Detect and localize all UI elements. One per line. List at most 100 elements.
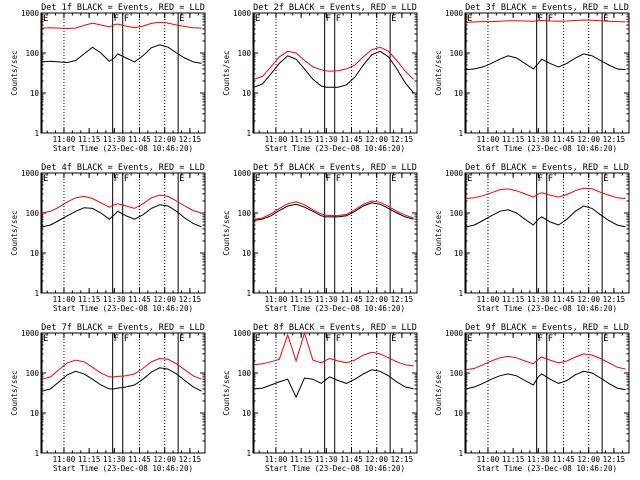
chart-panel-9: Det 9f BLACK = Events, RED = LLD 1 10 100 10…: [434, 323, 630, 473]
x-tick-label: 11:00: [265, 135, 288, 144]
x-tick-label: 12:15: [391, 455, 414, 464]
x-tick-label: 12:00: [365, 135, 388, 144]
x-tick-label: 11:00: [265, 455, 288, 464]
x-tick-label: 12:15: [603, 455, 626, 464]
x-tick-label: 11:30: [527, 135, 550, 144]
y-axis-label: Counts/sec: [222, 50, 231, 95]
x-tick-label: 11:45: [552, 455, 575, 464]
x-tick-label: 11:15: [502, 295, 525, 304]
y-tick-label: 1000: [233, 329, 252, 338]
x-tick-label: 12:15: [179, 455, 202, 464]
x-tick-label: 12:00: [577, 295, 600, 304]
x-tick-label: 11:15: [290, 455, 313, 464]
x-tick-label: 11:30: [527, 295, 550, 304]
marker-label-E: E: [255, 14, 260, 24]
x-tick-label: 12:15: [179, 295, 202, 304]
series-line-black-events: [253, 50, 414, 94]
chart-panel-8: Det 8f BLACK = Events, RED = LLD 1 10 100 10…: [222, 323, 418, 473]
marker-label-E: E: [43, 14, 48, 24]
y-tick-label: 10: [30, 89, 40, 98]
y-tick-label: 1: [34, 449, 39, 458]
chart-title: Det 8f BLACK = Events, RED = LLD: [253, 323, 417, 333]
chart-panel-4: Det 4f BLACK = Events, RED = LLD 1 10 100 10…: [10, 163, 206, 313]
x-tick-label: 12:00: [577, 455, 600, 464]
y-tick-label: 100: [237, 49, 251, 58]
series-line-red-lld: [466, 19, 626, 23]
chart-title: Det 2f BLACK = Events, RED = LLD: [253, 3, 417, 13]
series-line-black-events: [42, 44, 202, 64]
y-tick-label: 10: [242, 249, 252, 258]
y-tick-label: 1: [458, 129, 463, 138]
x-tick-label: 11:00: [477, 135, 500, 144]
x-tick-label: 12:00: [577, 135, 600, 144]
marker-label-F: F: [124, 174, 129, 184]
series-line-black-events: [41, 204, 202, 228]
x-tick-label: 11:30: [103, 295, 126, 304]
x-axis-label: Start Time (23-Dec-08 10:46:20): [53, 304, 193, 313]
x-tick-label: 11:30: [103, 135, 126, 144]
marker-label-F: F: [326, 174, 331, 184]
x-tick-label: 12:15: [391, 135, 414, 144]
marker-label-F: F: [124, 334, 129, 344]
x-axis-label: Start Time (23-Dec-08 10:46:20): [265, 304, 405, 313]
x-tick-label: 12:00: [365, 295, 388, 304]
marker-label-E: E: [179, 14, 184, 24]
y-axis-label: Counts/sec: [434, 50, 443, 95]
y-tick-label: 1: [246, 449, 251, 458]
chart-title: Det 5f BLACK = Events, RED = LLD: [253, 163, 417, 173]
marker-label-F: F: [538, 174, 543, 184]
marker-label-E: E: [255, 334, 260, 344]
y-tick-label: 10: [242, 409, 252, 418]
series-line-black-events: [254, 202, 414, 221]
y-axis-label: Counts/sec: [222, 210, 231, 255]
chart-panel-7: Det 7f BLACK = Events, RED = LLD 1 10 100 10…: [10, 323, 206, 473]
marker-label-E: E: [43, 174, 48, 184]
y-tick-label: 1000: [233, 169, 252, 178]
x-tick-label: 12:00: [153, 295, 176, 304]
marker-label-F: F: [326, 14, 331, 24]
y-axis-label: Counts/sec: [10, 370, 19, 415]
y-tick-label: 1000: [21, 169, 40, 178]
chart-title: Det 7f BLACK = Events, RED = LLD: [41, 323, 205, 333]
x-tick-label: 11:15: [78, 135, 101, 144]
marker-label-F: F: [326, 334, 331, 344]
y-tick-label: 10: [30, 249, 40, 258]
x-tick-label: 11:15: [502, 135, 525, 144]
marker-label-F: F: [114, 174, 119, 184]
y-tick-label: 1: [246, 129, 251, 138]
series-line-red-lld: [42, 21, 202, 30]
x-axis-label: Start Time (23-Dec-08 10:46:20): [477, 464, 617, 473]
x-tick-label: 11:30: [315, 135, 338, 144]
x-tick-label: 12:15: [603, 135, 626, 144]
series-line-red-lld: [466, 187, 626, 199]
x-axis-label: Start Time (23-Dec-08 10:46:20): [265, 144, 405, 153]
x-tick-label: 11:45: [340, 455, 363, 464]
y-tick-label: 1000: [233, 9, 252, 18]
y-tick-label: 1000: [445, 9, 464, 18]
x-tick-label: 12:00: [153, 455, 176, 464]
x-tick-label: 11:00: [477, 455, 500, 464]
y-tick-label: 1000: [21, 9, 40, 18]
marker-label-F: F: [336, 334, 341, 344]
y-tick-label: 10: [242, 89, 252, 98]
chart-panel-5: Det 5f BLACK = Events, RED = LLD 1 10 100 10…: [222, 163, 418, 313]
x-axis-label: Start Time (23-Dec-08 10:46:20): [477, 304, 617, 313]
y-tick-label: 10: [30, 409, 40, 418]
x-tick-label: 11:30: [103, 455, 126, 464]
y-tick-label: 1: [246, 289, 251, 298]
marker-label-E: E: [603, 174, 608, 184]
x-axis-label: Start Time (23-Dec-08 10:46:20): [53, 144, 193, 153]
x-tick-label: 12:15: [391, 295, 414, 304]
chart-title: Det 9f BLACK = Events, RED = LLD: [465, 323, 629, 333]
y-tick-label: 10: [454, 89, 464, 98]
y-tick-label: 100: [25, 369, 39, 378]
marker-label-F: F: [548, 14, 553, 24]
x-tick-label: 11:45: [552, 295, 575, 304]
x-axis-label: Start Time (23-Dec-08 10:46:20): [477, 144, 617, 153]
y-tick-label: 100: [237, 209, 251, 218]
chart-title: Det 4f BLACK = Events, RED = LLD: [41, 163, 205, 173]
y-tick-label: 100: [237, 369, 251, 378]
y-tick-label: 100: [25, 49, 39, 58]
y-tick-label: 1: [458, 289, 463, 298]
